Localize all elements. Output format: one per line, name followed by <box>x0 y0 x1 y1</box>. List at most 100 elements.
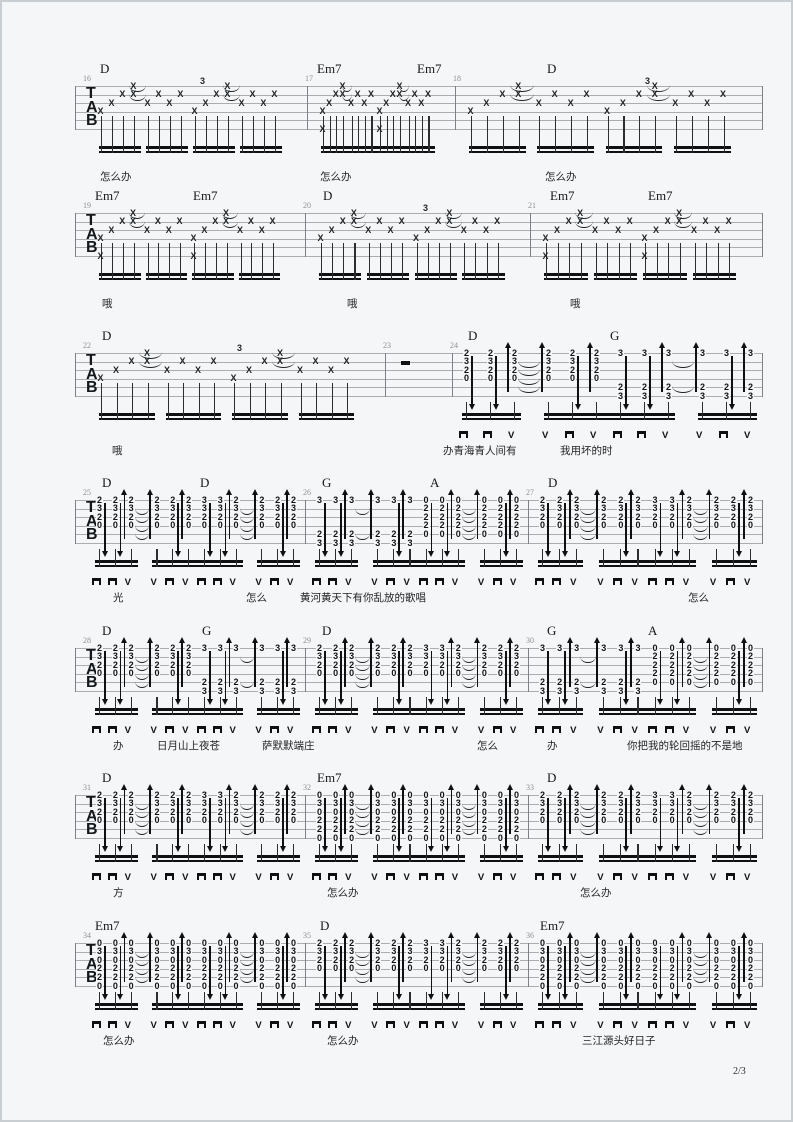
stem <box>750 844 752 862</box>
fret-number: 2 <box>513 511 521 522</box>
fret-number: 0 <box>729 954 737 965</box>
x-note: X <box>177 89 184 100</box>
fret-number: 0 <box>332 668 340 679</box>
stem <box>132 383 134 420</box>
beam <box>538 564 584 568</box>
fret-number: 2 <box>127 659 135 670</box>
strum-arrow-down <box>398 651 400 700</box>
fret-number: 3 <box>747 390 755 401</box>
strum-arrow-up <box>228 643 231 687</box>
barline <box>528 500 529 544</box>
fret-number: 0 <box>747 937 755 948</box>
x-note: X <box>195 364 202 375</box>
fret-number: 0 <box>513 806 521 817</box>
measure-number: 20 <box>303 201 311 210</box>
strum-arrow-up <box>402 790 405 834</box>
measure-number: 27 <box>526 488 534 497</box>
stem <box>449 243 452 280</box>
stem <box>323 116 325 153</box>
fret-number: 2 <box>513 520 521 531</box>
strum-arrow-down-head <box>101 699 108 705</box>
pick-down-icon <box>535 1021 544 1028</box>
fret-number: 3 <box>573 798 581 809</box>
stem <box>300 383 302 420</box>
stem <box>408 116 410 153</box>
fret-number: 3 <box>216 642 224 653</box>
fret-number: 3 <box>747 503 755 514</box>
triplet-number: 3 <box>645 76 651 86</box>
stem <box>99 697 101 715</box>
strum-arrow-up <box>254 790 256 834</box>
pick-up-icon: V <box>631 872 638 883</box>
stem <box>409 549 411 567</box>
fret-number: 2 <box>111 642 119 653</box>
x-note: X <box>494 216 501 227</box>
stem <box>251 243 253 280</box>
x-note: X <box>376 106 383 117</box>
strum-arrow-down <box>324 651 326 700</box>
strum-arrow-up-head <box>538 342 545 348</box>
stem <box>645 243 647 280</box>
tie-arc <box>580 828 596 836</box>
x-note: X <box>261 356 268 367</box>
tie-arc <box>139 361 163 368</box>
fret-number: 0 <box>651 676 659 687</box>
fret-number: 2 <box>185 659 193 670</box>
tab-clef-letter: A <box>86 365 98 383</box>
strum-arrow-up <box>228 790 231 834</box>
tie-arc <box>646 85 671 92</box>
strum-arrow-up-head <box>121 489 128 495</box>
fret-number: 3 <box>374 537 382 548</box>
staff-line <box>75 111 762 113</box>
stem <box>499 844 501 862</box>
stem <box>702 402 704 420</box>
pick-up-icon: V <box>590 430 597 441</box>
pick-down-icon <box>212 1021 222 1028</box>
pick-down-icon <box>664 1021 674 1028</box>
fret-number: 2 <box>665 381 673 392</box>
beam <box>643 273 687 276</box>
fret-number: 2 <box>747 668 755 679</box>
fret-number: 2 <box>573 676 581 687</box>
stem <box>226 243 228 280</box>
fret-number: 2 <box>685 971 693 982</box>
measure-number: 25 <box>83 488 91 497</box>
pick-up-icon: V <box>631 1020 638 1031</box>
x-note: X <box>210 356 217 367</box>
fret-number: 2 <box>556 494 564 505</box>
tie-arc <box>461 525 477 532</box>
stem <box>576 844 578 862</box>
strum-arrow-up-head <box>566 784 573 790</box>
stem <box>188 992 190 1010</box>
beam <box>414 277 457 281</box>
staff-line <box>75 213 762 214</box>
strum-arrow-down-head <box>735 699 742 705</box>
staff-line <box>75 691 762 692</box>
beam <box>373 560 465 563</box>
beam <box>95 708 138 711</box>
fret-number: 0 <box>111 668 119 679</box>
strum-arrow-up-head <box>226 637 233 643</box>
stem <box>335 549 337 567</box>
fret-number: 0 <box>634 937 642 948</box>
fret-number: 2 <box>185 642 193 653</box>
stem <box>188 844 190 862</box>
pick-up-icon: V <box>510 1020 517 1031</box>
fret-number: 3 <box>406 537 414 548</box>
pick-down-icon <box>418 726 428 733</box>
beam <box>711 560 757 563</box>
fret-number: 3 <box>348 494 356 505</box>
x-note: X <box>155 89 162 100</box>
x-note: X <box>483 224 490 235</box>
stem <box>750 992 752 1010</box>
x-note: X <box>176 216 183 227</box>
strum-arrow-up <box>402 643 405 687</box>
staff-line <box>75 221 762 223</box>
pick-down-icon <box>165 726 175 733</box>
strum-arrow-down <box>625 651 627 700</box>
fret-number: 0 <box>454 668 462 679</box>
stem <box>183 383 185 420</box>
tie-arc <box>239 811 254 819</box>
measure-number: 16 <box>83 74 91 83</box>
beam <box>152 1003 243 1006</box>
